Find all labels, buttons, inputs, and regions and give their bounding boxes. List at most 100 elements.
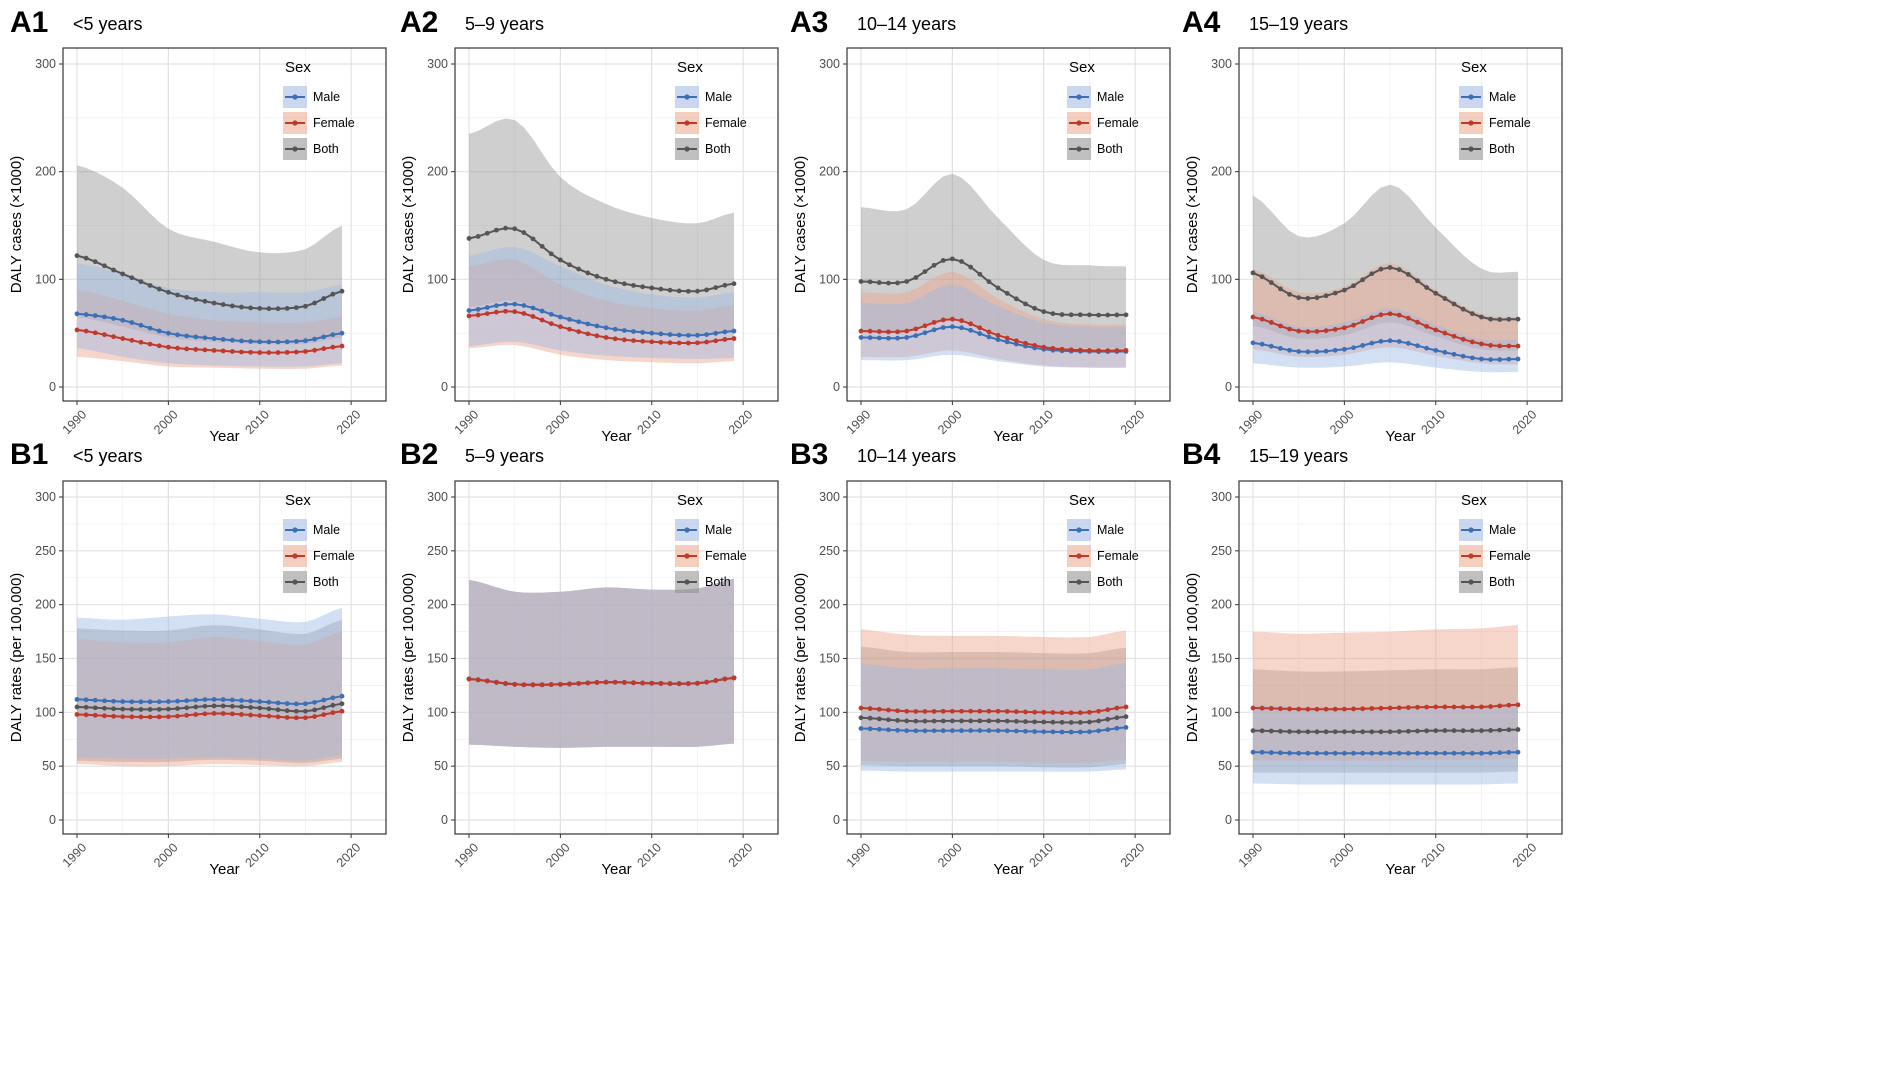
y-tick-label: 200 [819, 598, 840, 612]
point-male [1341, 750, 1347, 756]
point-female [539, 317, 545, 323]
point-both [968, 718, 974, 724]
point-both [1369, 271, 1375, 277]
point-female [284, 715, 290, 720]
x-tick-label: 2010 [1419, 407, 1449, 437]
point-female [530, 682, 536, 688]
panel-title: <5 years [73, 14, 143, 34]
point-both [931, 262, 937, 268]
point-female [612, 679, 618, 685]
point-female [1077, 710, 1083, 716]
point-female [293, 715, 299, 721]
point-both [1497, 727, 1503, 733]
point-female [1469, 339, 1475, 345]
point-both [913, 718, 919, 724]
point-male [968, 327, 974, 333]
y-tick-label: 100 [427, 705, 448, 719]
point-both [1105, 716, 1111, 722]
x-tick-label: 2020 [1118, 840, 1148, 870]
point-both [156, 286, 162, 292]
point-male [995, 728, 1001, 734]
point-male [895, 727, 900, 733]
point-male [312, 699, 317, 705]
point-male [1259, 749, 1265, 755]
x-tick-label: 1990 [452, 407, 482, 437]
y-axis-title: DALY rates (per 100,000) [8, 573, 25, 743]
point-female [92, 330, 98, 336]
point-both [858, 279, 864, 284]
point-female [557, 681, 563, 687]
point-female [83, 328, 89, 334]
panel-A3: A3 10–14 years 1990 2000 2010 2020 0 100 200 300 Y… [790, 6, 1171, 445]
point-male [102, 314, 107, 320]
point-male [202, 335, 208, 341]
point-female [1488, 704, 1493, 709]
point-both [986, 279, 992, 285]
x-tick-label: 1990 [60, 407, 90, 437]
point-male [275, 700, 281, 706]
point-both [129, 706, 135, 712]
band-both [861, 646, 1126, 768]
point-male [1469, 355, 1475, 361]
point-male [266, 339, 272, 345]
point-both [1506, 727, 1512, 733]
legend-point-both [1468, 146, 1474, 152]
point-female [1023, 340, 1028, 346]
point-both [257, 705, 263, 711]
point-male [1296, 349, 1302, 354]
point-both [1341, 729, 1347, 735]
point-female [1387, 705, 1393, 711]
point-both [1268, 728, 1274, 734]
legend-label-male: Male [1489, 90, 1516, 104]
x-axis-title: Year [601, 428, 631, 445]
point-male [1415, 343, 1420, 349]
point-male [1314, 750, 1320, 756]
point-female [1506, 343, 1512, 349]
point-female [165, 714, 171, 720]
point-female [1314, 329, 1320, 334]
point-female [612, 336, 618, 342]
legend-point-both [292, 146, 298, 152]
x-tick-label: 2020 [1118, 407, 1148, 437]
point-female [1059, 346, 1065, 352]
point-male [129, 320, 135, 325]
legend-label-male: Male [1097, 523, 1124, 537]
point-male [1433, 750, 1439, 756]
point-female [1123, 347, 1129, 353]
legend-label-both: Both [313, 142, 339, 156]
point-female [886, 707, 891, 713]
point-male [120, 699, 126, 704]
x-tick-label: 2010 [243, 407, 273, 437]
point-both [977, 271, 983, 277]
x-tick-label: 1990 [844, 840, 874, 870]
point-female [74, 712, 80, 717]
point-female [922, 709, 928, 714]
legend-point-male [684, 94, 690, 100]
point-both [175, 706, 180, 711]
point-both [1488, 728, 1493, 733]
point-both [895, 718, 900, 723]
point-both [1415, 728, 1420, 734]
point-both [1305, 729, 1311, 735]
point-both [266, 306, 272, 312]
point-both [293, 708, 299, 714]
point-both [530, 236, 536, 242]
point-male [1451, 351, 1457, 357]
point-both [1378, 266, 1384, 272]
y-tick-label: 100 [427, 272, 448, 286]
x-tick-label: 2020 [1510, 407, 1540, 437]
point-female [631, 680, 636, 686]
point-male [922, 330, 928, 336]
point-both [1114, 312, 1120, 318]
y-tick-label: 50 [42, 759, 56, 773]
point-both [303, 708, 308, 714]
panel-title: 10–14 years [857, 446, 956, 466]
point-male [339, 693, 345, 699]
band-male [469, 578, 734, 748]
point-male [640, 329, 646, 335]
point-female [640, 338, 646, 344]
point-female [1469, 704, 1475, 710]
point-both [1387, 265, 1393, 270]
point-both [293, 305, 299, 311]
point-female [1096, 708, 1101, 714]
